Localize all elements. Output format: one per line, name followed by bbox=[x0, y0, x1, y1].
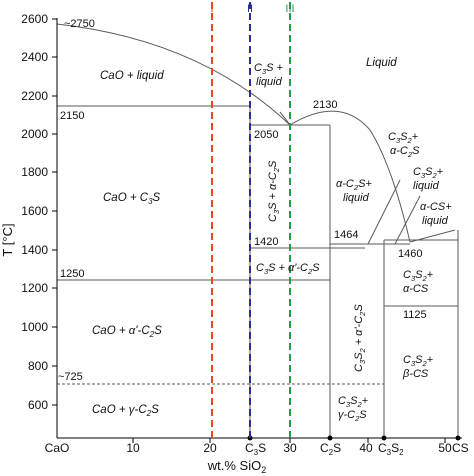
axis-frame bbox=[52, 18, 462, 443]
x-compound-cs: CS bbox=[452, 441, 469, 455]
x-compound-c2s: C2S bbox=[320, 441, 341, 457]
temp-725: ~725 bbox=[58, 371, 83, 383]
temp-2050: 2050 bbox=[254, 129, 278, 141]
y-tick-label: 1000 bbox=[21, 320, 48, 334]
region-cao-liquid: CaO + liquid bbox=[100, 70, 164, 82]
composition-markers: I II III bbox=[210, 2, 295, 438]
y-tick-label: 2000 bbox=[21, 127, 48, 141]
x-tick-label: 10 bbox=[126, 441, 140, 455]
y-tick-label: 2200 bbox=[21, 89, 48, 103]
y-tick-label: 1200 bbox=[21, 281, 48, 295]
y-tick-label: 2600 bbox=[21, 12, 48, 26]
y-tick-label: 2400 bbox=[21, 50, 48, 64]
y-tick-labels: 2600 2400 2200 2000 1800 1600 1400 1200 … bbox=[21, 12, 48, 412]
marker-i-label: I bbox=[210, 3, 213, 15]
region-c3s-liquid: C3S + bbox=[254, 62, 284, 76]
y-tick-label: 600 bbox=[28, 398, 48, 412]
c3s2-dot bbox=[381, 435, 387, 441]
region-c3s2-liquid-2: liquid bbox=[413, 180, 440, 192]
region-c3s2-beta-cs: C3S2+ bbox=[403, 354, 434, 368]
marker-ii-label: II bbox=[247, 3, 253, 15]
region-c3s-liquid-2: liquid bbox=[256, 76, 283, 88]
liquidus-c3s2 bbox=[367, 179, 401, 245]
region-c3s2-beta-cs-2: β-CS bbox=[402, 368, 429, 380]
region-c3s2-gamma-c2s: C3S2+ bbox=[338, 395, 369, 409]
region-liquid: Liquid bbox=[366, 57, 397, 69]
region-c3s2-liquid: C3S2+ bbox=[413, 166, 444, 180]
region-alpha-c2s-liquid: α-C2S+ bbox=[336, 178, 372, 192]
x-compound-markers: C3S C2S C3S2 CS bbox=[245, 435, 469, 457]
region-alpha-cs-liquid-2: liquid bbox=[422, 215, 449, 227]
temp-1125: 1125 bbox=[403, 309, 427, 321]
temp-2750: ~2750 bbox=[64, 18, 95, 30]
c2s-dot bbox=[327, 435, 333, 441]
region-c3s2-alpha-cs: C3S2+ bbox=[403, 269, 434, 283]
region-c3s-alpha-c2s: C3S + α-C2S bbox=[267, 160, 281, 222]
region-c3s2-gamma-c2s-2: γ-C2S bbox=[338, 409, 367, 423]
temp-1250: 1250 bbox=[60, 268, 84, 280]
x-tick-label: 20 bbox=[203, 441, 217, 455]
region-c3s2-alpha-prime-c2s: C3S2 + α'-C2S bbox=[353, 304, 367, 372]
temperature-annotations: ~2750 2150 2130 2050 1464 1420 1460 1250… bbox=[58, 18, 427, 383]
region-cao-gamma-c2s: CaO + γ-C2S bbox=[92, 404, 159, 418]
y-tick-label: 800 bbox=[28, 359, 48, 373]
y-tick-label: 1400 bbox=[21, 243, 48, 257]
region-c3s2-alpha-cs-2: α-CS bbox=[403, 283, 429, 295]
region-alpha-cs-liquid: α-CS+ bbox=[420, 201, 452, 213]
temp-1460: 1460 bbox=[398, 248, 422, 260]
marker-iii-label: III bbox=[285, 3, 294, 15]
liquidus-cao bbox=[56, 23, 291, 126]
region-alpha-c2s-liquid-2: liquid bbox=[343, 192, 370, 204]
x-tick-label: 40 bbox=[359, 441, 373, 455]
cs-dot bbox=[455, 435, 461, 441]
region-cao-alpha-prime-c2s: CaO + α'-C2S bbox=[92, 325, 162, 339]
region-labels: Liquid CaO + liquid CaO + C3S CaO + α'-C… bbox=[92, 57, 452, 423]
x-axis-title: wt.% SiO2 bbox=[207, 458, 266, 475]
x-tick-labels: CaO 10 20 30 40 50 bbox=[45, 441, 452, 455]
x-compound-c3s: C3S bbox=[245, 441, 266, 457]
liquidus-c3s bbox=[279, 111, 291, 126]
c3s-dot bbox=[247, 435, 253, 441]
y-tick-label: 1600 bbox=[21, 204, 48, 218]
x-origin-label: CaO bbox=[45, 441, 70, 455]
temp-1420: 1420 bbox=[254, 236, 278, 248]
y-axis-title: T [°C] bbox=[0, 223, 15, 256]
region-cao-c3s: CaO + C3S bbox=[103, 192, 161, 206]
region-c3s2-alpha-c2s-2: α-C2S bbox=[390, 145, 420, 159]
x-tick-label: 50 bbox=[438, 441, 452, 455]
temp-2130: 2130 bbox=[313, 99, 337, 111]
temp-2150: 2150 bbox=[60, 110, 84, 122]
liquidus-c3s2-b bbox=[394, 195, 421, 245]
x-tick-label: 30 bbox=[283, 441, 297, 455]
y-tick-label: 1800 bbox=[21, 165, 48, 179]
x-compound-c3s2: C3S2 bbox=[378, 441, 404, 457]
liquidus-c2s bbox=[289, 110, 411, 243]
region-c3s2-alpha-c2s: C3S2+ bbox=[388, 131, 419, 145]
temp-1464: 1464 bbox=[334, 229, 358, 241]
region-c3s-alpha-prime-c2s: C3S + α'-C2S bbox=[256, 262, 320, 276]
